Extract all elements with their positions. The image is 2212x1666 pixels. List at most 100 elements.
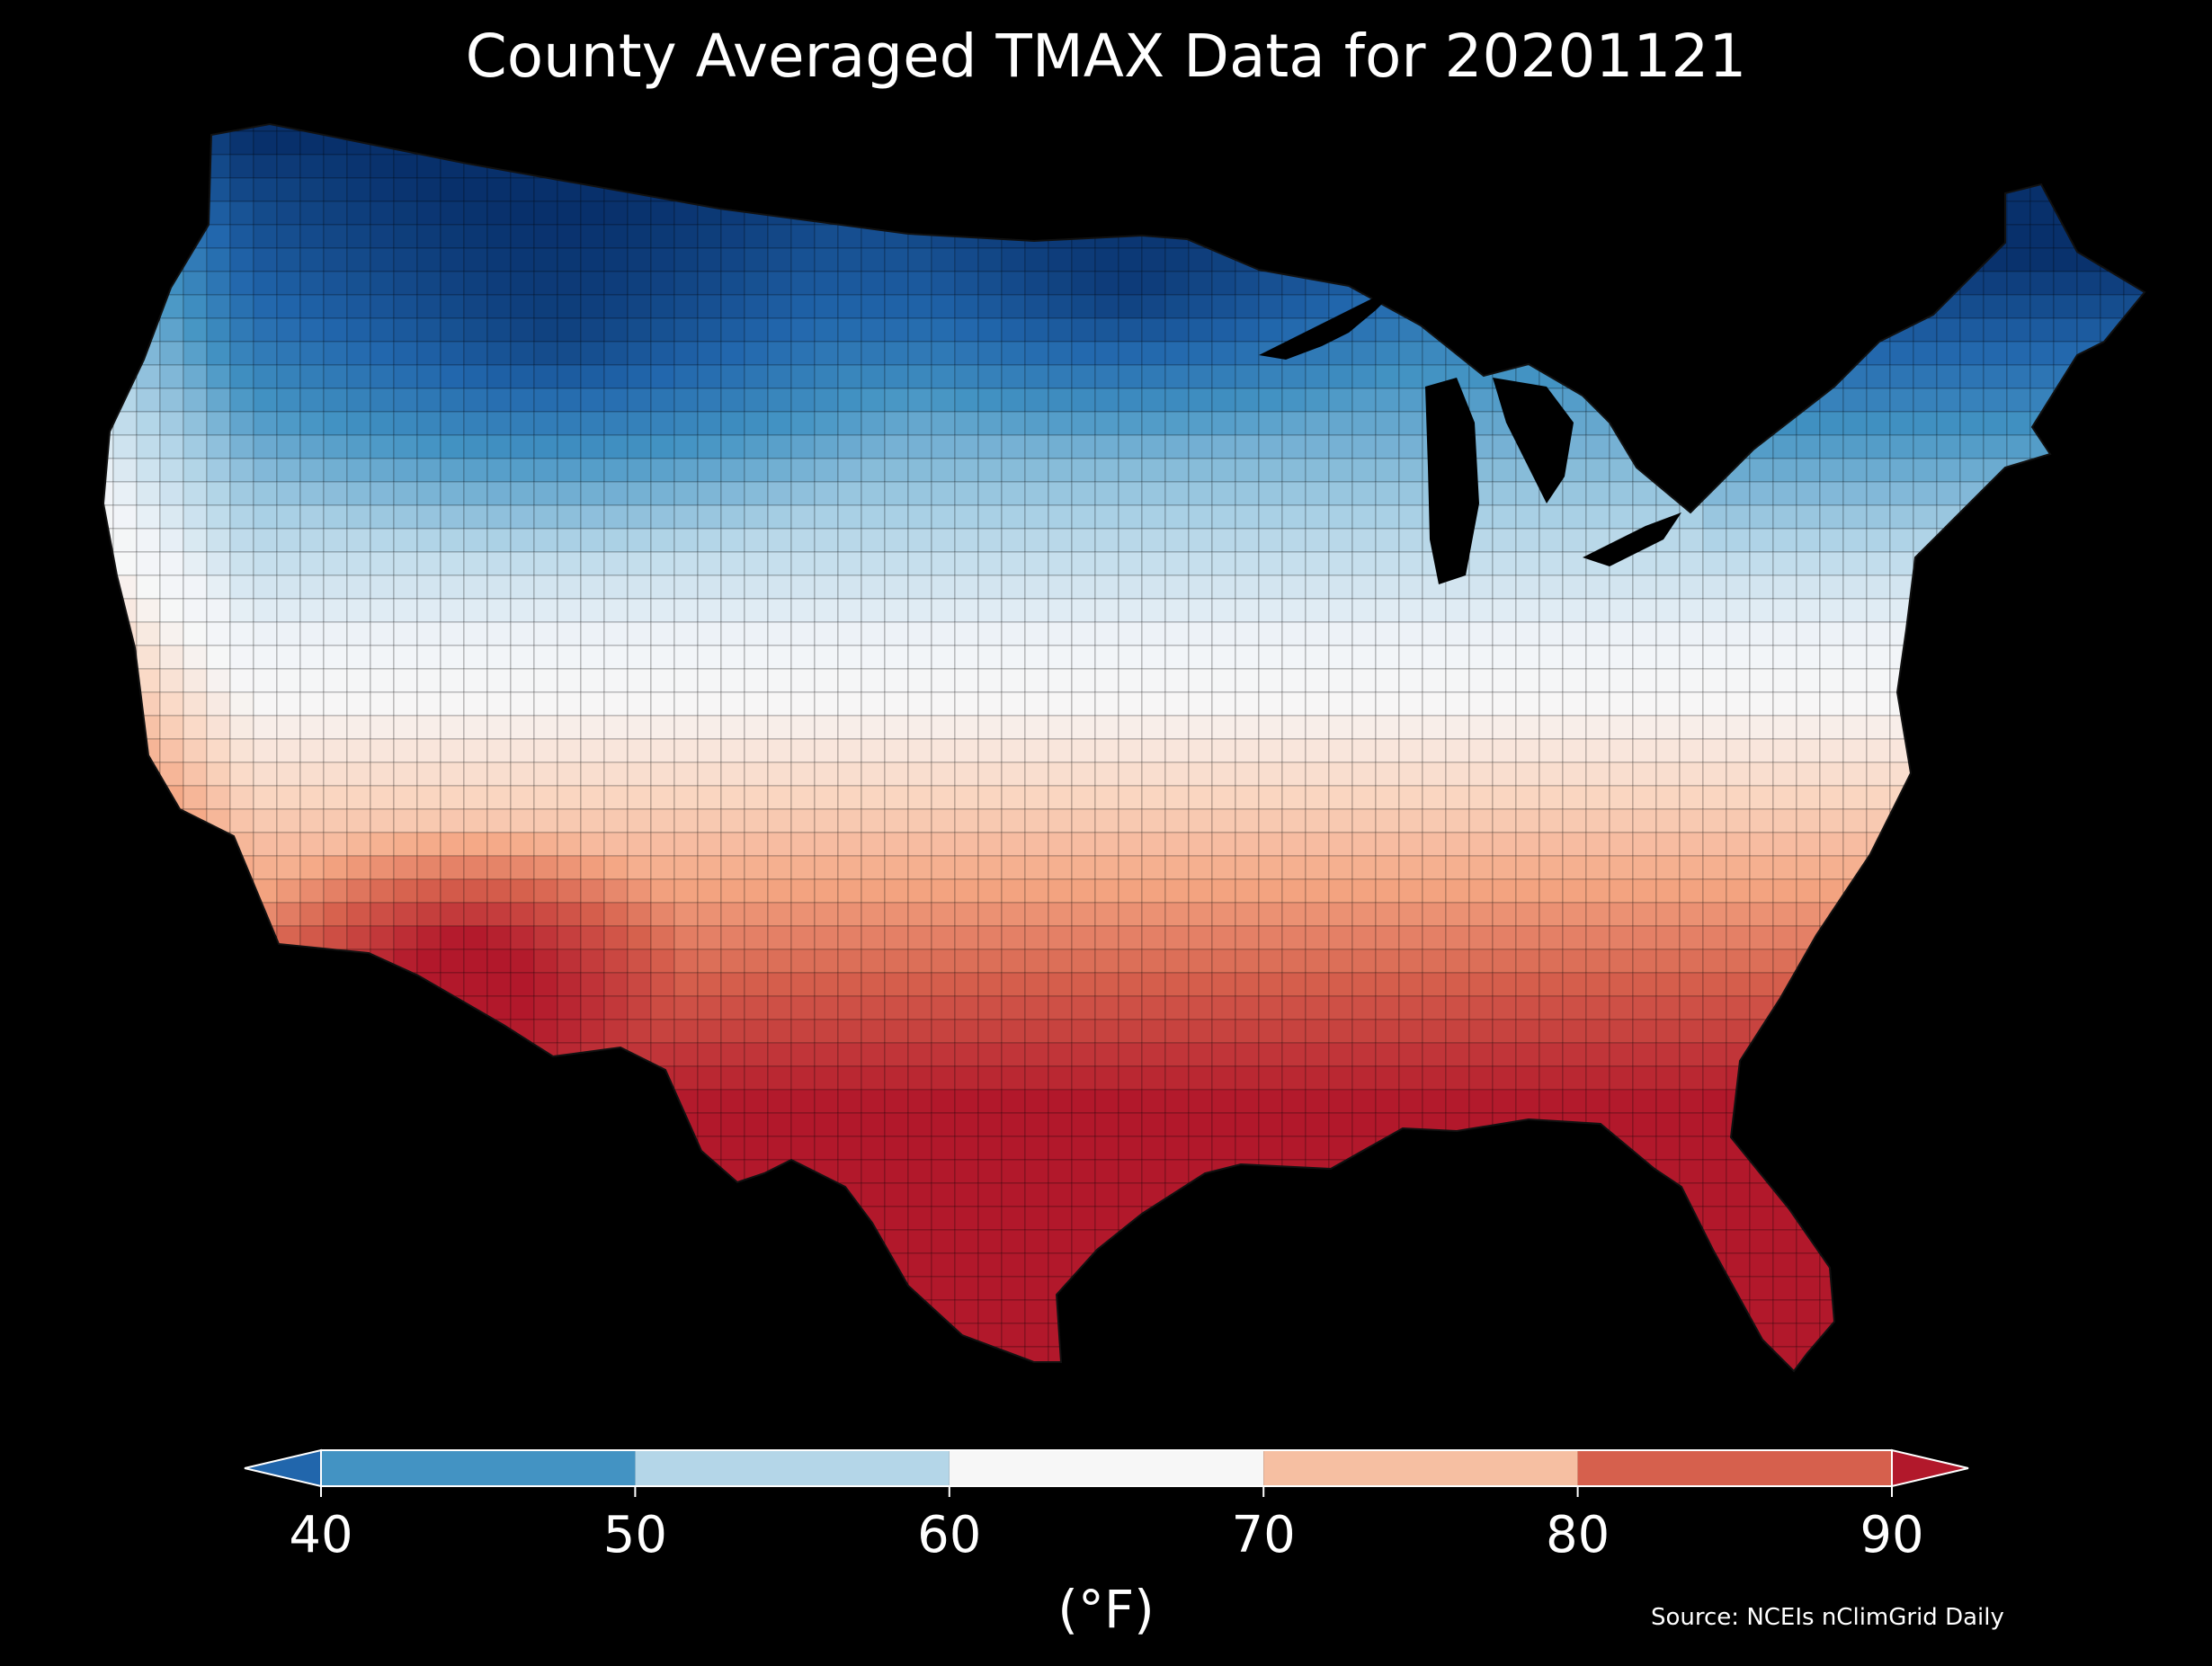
county-cell bbox=[323, 247, 348, 272]
county-cell bbox=[1048, 458, 1073, 483]
county-cell bbox=[1024, 364, 1049, 389]
county-cell bbox=[720, 294, 745, 319]
county-cell bbox=[253, 411, 278, 436]
county-cell bbox=[2029, 317, 2055, 343]
county-cell bbox=[1983, 341, 2008, 366]
county-cell bbox=[206, 247, 231, 272]
county-cell bbox=[276, 481, 301, 506]
county-cell bbox=[1071, 317, 1096, 343]
county-cell bbox=[557, 411, 582, 436]
county-cell bbox=[673, 200, 699, 226]
county-cell bbox=[416, 271, 442, 296]
county-cell bbox=[533, 271, 558, 296]
county-cell bbox=[650, 341, 675, 366]
county-cell bbox=[253, 177, 278, 202]
county-cell bbox=[767, 411, 792, 436]
county-cell bbox=[1094, 458, 1119, 483]
county-cell bbox=[1094, 341, 1119, 366]
county-cell bbox=[299, 294, 325, 319]
county-cell bbox=[1959, 364, 1985, 389]
county-cell bbox=[627, 224, 652, 249]
county-cell bbox=[393, 271, 418, 296]
county-cell bbox=[1959, 411, 1985, 436]
county-cell bbox=[253, 271, 278, 296]
county-cell bbox=[673, 434, 699, 459]
county-cell bbox=[276, 364, 301, 389]
county-cell bbox=[2053, 317, 2078, 343]
county-cell bbox=[790, 294, 816, 319]
chart-title: County Averaged TMAX Data for 20201121 bbox=[465, 22, 1747, 91]
county-cell bbox=[206, 364, 231, 389]
county-cell bbox=[1001, 411, 1026, 436]
county-cell bbox=[954, 271, 979, 296]
county-cell bbox=[276, 177, 301, 202]
county-cell bbox=[393, 434, 418, 459]
county-cell bbox=[814, 247, 839, 272]
tick-label-50: 50 bbox=[602, 1506, 668, 1564]
county-cell bbox=[931, 271, 956, 296]
county-cell bbox=[790, 247, 816, 272]
county-cell bbox=[673, 341, 699, 366]
county-cell bbox=[837, 434, 862, 459]
county-cell bbox=[1188, 388, 1213, 413]
colorbar-bin-50-60 bbox=[635, 1450, 950, 1486]
county-cell bbox=[533, 458, 558, 483]
county-cell bbox=[533, 200, 558, 226]
county-cell bbox=[346, 364, 371, 389]
county-cell bbox=[650, 271, 675, 296]
county-cell bbox=[276, 388, 301, 413]
county-cell bbox=[744, 294, 769, 319]
county-cell bbox=[814, 388, 839, 413]
county-cell bbox=[884, 388, 909, 413]
county-cell bbox=[1258, 411, 1283, 436]
county-cell bbox=[837, 458, 862, 483]
county-cell bbox=[253, 200, 278, 226]
county-cell bbox=[557, 200, 582, 226]
county-cell bbox=[1258, 388, 1283, 413]
county-cell bbox=[1094, 247, 1119, 272]
county-cell bbox=[1024, 388, 1049, 413]
county-cell bbox=[1936, 434, 1961, 459]
county-cell bbox=[253, 364, 278, 389]
county-cell bbox=[650, 247, 675, 272]
county-cell bbox=[229, 341, 254, 366]
county-cell bbox=[1258, 434, 1283, 459]
county-cell bbox=[2053, 247, 2078, 272]
county-cell bbox=[814, 341, 839, 366]
county-cell bbox=[183, 317, 208, 343]
county-cell bbox=[627, 388, 652, 413]
county-cell bbox=[253, 247, 278, 272]
county-cell bbox=[650, 458, 675, 483]
county-cell bbox=[650, 364, 675, 389]
county-cell bbox=[533, 434, 558, 459]
county-cell bbox=[907, 294, 932, 319]
county-cell bbox=[1375, 458, 1400, 483]
county-cell bbox=[1211, 458, 1236, 483]
county-cell bbox=[416, 434, 442, 459]
county-cell bbox=[416, 294, 442, 319]
county-cell bbox=[1071, 247, 1096, 272]
county-cell bbox=[1164, 271, 1190, 296]
county-cell bbox=[229, 200, 254, 226]
county-cell bbox=[627, 458, 652, 483]
county-cell bbox=[1094, 294, 1119, 319]
county-cell bbox=[229, 247, 254, 272]
county-cell bbox=[1024, 294, 1049, 319]
county-cell bbox=[346, 341, 371, 366]
county-cell bbox=[323, 154, 348, 179]
county-cell bbox=[229, 130, 254, 156]
county-cell bbox=[1118, 388, 1143, 413]
county-cell bbox=[697, 271, 722, 296]
county-cell bbox=[580, 271, 605, 296]
county-cell bbox=[1094, 364, 1119, 389]
county-cell bbox=[1375, 341, 1400, 366]
county-cell bbox=[814, 411, 839, 436]
county-cell bbox=[580, 294, 605, 319]
county-cell bbox=[1001, 388, 1026, 413]
county-cell bbox=[510, 224, 535, 249]
county-cell bbox=[720, 271, 745, 296]
county-cell bbox=[486, 434, 512, 459]
county-cell bbox=[1936, 458, 1961, 483]
county-cell bbox=[2006, 364, 2031, 389]
